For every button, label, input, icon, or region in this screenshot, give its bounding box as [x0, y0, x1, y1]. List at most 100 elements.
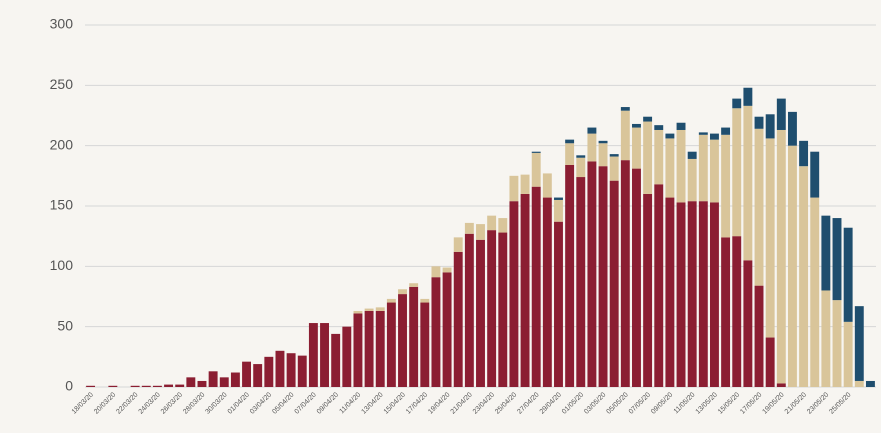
- bar-segment: [632, 168, 641, 387]
- bar-segment: [620, 160, 630, 387]
- bar-segment: [721, 134, 731, 238]
- bar-segment: [442, 272, 452, 387]
- bar-segment: [498, 232, 508, 387]
- bar-segment: [531, 151, 541, 153]
- bar-segment: [609, 156, 619, 181]
- bar-segment: [620, 110, 630, 161]
- bar-segment: [542, 197, 552, 387]
- bar-segment: [765, 138, 775, 338]
- bar-segment: [710, 133, 719, 140]
- x-tick-label: 05/05/20: [606, 391, 630, 415]
- bar-segment: [765, 114, 775, 139]
- bar-segment: [520, 174, 530, 194]
- bar-segment: [587, 161, 597, 387]
- bar-segment: [710, 202, 719, 387]
- bar-segment: [130, 385, 140, 387]
- y-tick-label: 0: [65, 378, 73, 394]
- bar-segment: [353, 310, 363, 314]
- x-tick-label: 18/03/20: [71, 391, 95, 415]
- bar-segment: [230, 372, 240, 387]
- bar-segment: [476, 224, 485, 240]
- bar-segment: [598, 166, 608, 387]
- bar-segment: [308, 323, 318, 387]
- bar-segment: [509, 201, 519, 387]
- bar-segment: [409, 286, 419, 387]
- bar-segment: [832, 300, 842, 387]
- x-tick-label: 15/04/20: [383, 391, 407, 415]
- bar-segment: [754, 128, 764, 286]
- bar-segment: [576, 155, 586, 158]
- bar-segment: [743, 105, 753, 261]
- bar-segment: [364, 308, 374, 311]
- bar-segment: [141, 385, 151, 387]
- bar-segment: [665, 138, 675, 198]
- bar-segment: [743, 87, 753, 106]
- y-tick-label: 300: [50, 16, 74, 32]
- bar-segment: [743, 260, 753, 387]
- bar-segment: [576, 157, 586, 178]
- bar-segment: [676, 202, 686, 387]
- x-tick-label: 11/04/20: [339, 391, 363, 415]
- bar-segment: [197, 380, 207, 387]
- x-tick-label: 01/04/20: [227, 391, 251, 415]
- bar-segment: [698, 134, 708, 202]
- bar-segment: [776, 129, 786, 384]
- bar-segment: [576, 177, 586, 387]
- x-tick-label: 09/04/20: [316, 391, 340, 415]
- x-tick-label: 23/04/20: [472, 391, 496, 415]
- bar-segment: [297, 355, 307, 387]
- bar-segment: [320, 323, 329, 387]
- bar-segment: [498, 218, 508, 233]
- bar-segment: [152, 385, 162, 387]
- x-tick-label: 23/05/20: [806, 391, 830, 415]
- bar-segment: [810, 197, 820, 387]
- x-tick-label: 13/05/20: [695, 391, 719, 415]
- bar-segment: [386, 298, 396, 303]
- bar-segment: [453, 251, 463, 387]
- bar-segment: [665, 197, 675, 387]
- y-tick-label: 200: [50, 136, 74, 152]
- bar-segment: [531, 186, 541, 387]
- bar-segment: [253, 364, 263, 387]
- bar-segment: [464, 233, 474, 387]
- x-tick-label: 29/04/20: [539, 391, 563, 415]
- x-tick-label: 09/05/20: [650, 391, 674, 415]
- x-tick-label: 15/05/20: [717, 391, 741, 415]
- bar-segment: [787, 145, 797, 387]
- bar-segment: [598, 143, 608, 167]
- bar-segment: [554, 197, 563, 200]
- bar-segment: [520, 193, 530, 387]
- bar-segment: [854, 306, 864, 381]
- bar-segment: [542, 173, 552, 198]
- bar-segment: [754, 285, 764, 387]
- x-tick-label: 03/04/20: [249, 391, 273, 415]
- bar-segment: [108, 385, 118, 387]
- x-tick-label: 03/05/20: [583, 391, 607, 415]
- x-tick-label: 27/04/20: [516, 391, 540, 415]
- bar-segment: [654, 125, 664, 130]
- bar-segment: [676, 129, 686, 203]
- y-tick-label: 100: [50, 257, 74, 273]
- bar-segment: [565, 164, 575, 387]
- bar-segment: [676, 122, 686, 130]
- x-tick-label: 30/03/20: [204, 391, 228, 415]
- bar-segment: [398, 294, 407, 387]
- bar-segment: [643, 193, 653, 387]
- bar-segment: [375, 310, 385, 387]
- bar-segment: [821, 290, 831, 387]
- bar-segment: [186, 377, 196, 387]
- x-tick-label: 22/03/20: [115, 391, 139, 415]
- x-tick-label: 01/05/20: [561, 391, 585, 415]
- bar-segment: [754, 116, 764, 129]
- bar-segment: [175, 384, 185, 387]
- x-tick-label: 25/04/20: [494, 391, 518, 415]
- bar-segment: [787, 111, 797, 146]
- x-tick-label: 07/04/20: [294, 391, 318, 415]
- bar-segment: [331, 333, 341, 387]
- bar-segment: [364, 310, 374, 387]
- bar-segment: [554, 199, 563, 222]
- bar-segment: [565, 143, 575, 165]
- bar-segment: [721, 127, 731, 135]
- bar-segment: [275, 350, 285, 387]
